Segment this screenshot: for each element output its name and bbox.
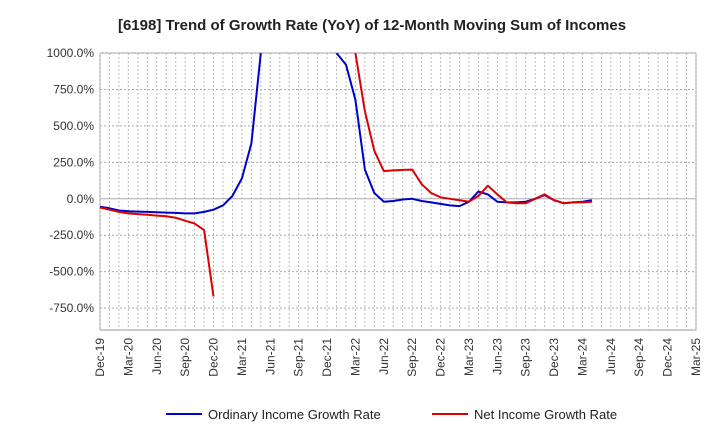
y-tick-label: 250.0% (53, 155, 94, 169)
gridlines (99, 52, 697, 330)
x-tick-label: Sep-23 (519, 338, 533, 377)
y-tick-label: 500.0% (53, 119, 94, 133)
x-tick-label: Mar-22 (348, 338, 362, 376)
x-tick-label: Mar-21 (235, 338, 249, 376)
legend-label: Net Income Growth Rate (474, 407, 617, 422)
x-tick-label: Jun-22 (377, 338, 391, 375)
x-tick-label: Jun-23 (490, 338, 504, 375)
series-line-net-income (100, 53, 592, 297)
x-tick-label: Dec-24 (661, 338, 675, 377)
y-tick-label: -750.0% (49, 301, 94, 315)
x-tick-label: Dec-23 (547, 338, 561, 377)
y-tick-label: 0.0% (67, 192, 95, 206)
x-tick-label: Mar-23 (462, 338, 476, 376)
y-axis-ticks: 1000.0% 750.0% 500.0% 250.0% 0.0% -250.0% -500… (47, 46, 95, 315)
y-tick-label: -500.0% (49, 265, 94, 279)
x-tick-label: Jun-24 (604, 338, 618, 375)
x-tick-label: Sep-22 (405, 338, 419, 377)
x-axis-ticks: Dec-19 Mar-20 Jun-20 Sep-20 Dec-20 Mar-21 Jun-… (93, 338, 703, 377)
y-tick-label: 1000.0% (47, 46, 95, 60)
y-tick-label: -250.0% (49, 228, 94, 242)
series-lines (100, 53, 593, 297)
plot-area (99, 52, 697, 331)
x-tick-label: Sep-24 (632, 338, 646, 377)
x-tick-label: Mar-24 (575, 338, 589, 376)
x-tick-label: Mar-20 (121, 338, 135, 376)
x-tick-label: Dec-20 (207, 338, 221, 377)
x-tick-label: Dec-19 (93, 338, 107, 377)
x-tick-label: Mar-25 (689, 338, 703, 376)
y-tick-label: 750.0% (53, 82, 94, 96)
x-tick-label: Dec-22 (434, 338, 448, 377)
x-tick-label: Dec-21 (320, 338, 334, 377)
x-tick-label: Jun-20 (150, 338, 164, 375)
chart-title: [6198] Trend of Growth Rate (YoY) of 12-… (118, 17, 626, 34)
x-tick-label: Sep-21 (292, 338, 306, 377)
legend: Ordinary Income Growth Rate Net Income Gr… (166, 407, 617, 422)
legend-label: Ordinary Income Growth Rate (208, 407, 381, 422)
x-tick-label: Jun-21 (263, 338, 277, 375)
x-tick-label: Sep-20 (178, 338, 192, 377)
